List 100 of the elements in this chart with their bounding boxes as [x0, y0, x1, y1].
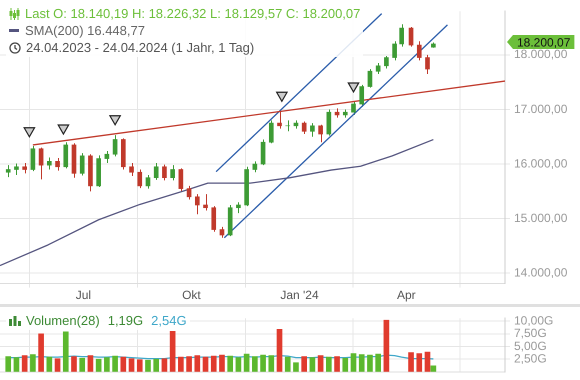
bar	[104, 357, 110, 372]
bar	[153, 358, 160, 372]
candlestick	[399, 24, 404, 48]
candlestick	[46, 157, 52, 170]
candlestick	[6, 164, 11, 178]
bar	[416, 353, 422, 372]
y-tick-label: 16.000,00	[514, 156, 568, 170]
bar	[5, 356, 12, 372]
bar	[284, 356, 291, 372]
candlestick	[63, 142, 68, 169]
bar	[219, 354, 225, 372]
candlestick	[211, 206, 216, 232]
candlestick	[55, 158, 60, 172]
x-tick-label: Jan '24	[280, 288, 319, 302]
candlestick	[220, 226, 224, 238]
y-tick-label: 14.000,00	[514, 266, 568, 280]
candlestick	[203, 194, 208, 211]
candlestick	[260, 138, 266, 166]
candlestick	[30, 146, 36, 172]
x-tick-label: Apr	[397, 288, 416, 302]
bar	[293, 362, 299, 372]
candlestick	[194, 194, 200, 215]
candlestick	[268, 120, 274, 144]
candlestick	[137, 169, 142, 189]
annotation: 1,19G	[108, 312, 144, 329]
candlestick	[408, 26, 414, 48]
bar	[310, 357, 316, 372]
candlestick	[38, 147, 44, 180]
bar	[54, 358, 60, 372]
candlestick	[425, 54, 430, 74]
legend-label: SMA(200) 16.448,77	[25, 22, 145, 39]
candlestick	[277, 110, 282, 130]
bar	[408, 352, 414, 372]
candlestick	[310, 122, 315, 138]
y-tick-label: 17.000,00	[514, 102, 568, 116]
point	[109, 115, 121, 126]
candlestick	[14, 163, 19, 176]
bar	[145, 360, 151, 372]
candlestick	[80, 152, 85, 176]
bar	[430, 365, 436, 372]
candlestick	[384, 55, 389, 70]
candlestick	[154, 162, 159, 180]
candlestick	[334, 108, 340, 118]
chart-title: Last O: 18.140,19 H: 18.226,32 L: 18.129,57 C: 18.200,07	[25, 5, 360, 22]
candlestick	[112, 134, 118, 157]
bar	[96, 358, 102, 372]
bar	[227, 356, 234, 372]
candlestick	[318, 124, 323, 143]
bar	[236, 357, 242, 372]
y-tick-label: 18.000,00	[514, 47, 568, 62]
bar	[424, 352, 430, 372]
bar	[136, 359, 143, 372]
bar	[260, 354, 266, 372]
point	[348, 82, 360, 93]
bar	[252, 356, 258, 372]
bar	[375, 354, 381, 372]
bar	[38, 334, 44, 372]
bar	[62, 332, 69, 372]
bar	[186, 356, 192, 372]
point	[276, 92, 288, 102]
x-tick-label: Okt	[182, 288, 202, 302]
bar	[318, 355, 324, 372]
bar	[79, 358, 86, 372]
bar	[170, 331, 176, 372]
point	[58, 124, 70, 135]
bar	[202, 356, 208, 372]
text: 24.04.2023 - 24.04.2024 (1 Jahr, 1 Tag)	[26, 39, 254, 56]
candlestick	[178, 168, 184, 192]
bar	[162, 358, 168, 372]
bar	[384, 320, 390, 372]
bar	[22, 355, 28, 372]
bar	[244, 354, 250, 372]
y-tick-label: 7,50G	[514, 326, 547, 340]
bar	[128, 358, 134, 372]
bar	[14, 357, 20, 372]
candlestick	[351, 101, 356, 116]
bar	[120, 356, 126, 372]
bar	[367, 354, 373, 372]
x-tick-label: Jul	[76, 288, 92, 302]
y-tick-label: 2,50G	[514, 351, 547, 366]
bar	[301, 356, 308, 372]
candlestick	[146, 174, 150, 190]
y-tick-label: 10,00G	[514, 314, 554, 328]
bar	[112, 356, 118, 372]
candlestick	[416, 40, 422, 61]
candlestick	[326, 108, 332, 136]
bar	[194, 355, 200, 372]
bar	[30, 354, 36, 372]
chart-title: Volumen(28)	[26, 312, 100, 329]
candlestick	[252, 160, 258, 173]
bar	[358, 354, 365, 372]
bar	[342, 358, 348, 372]
bar	[88, 355, 94, 372]
candlestick	[104, 150, 110, 164]
bar	[71, 356, 77, 372]
bar	[350, 353, 356, 372]
bar	[46, 356, 52, 372]
candlestick	[368, 68, 372, 88]
point	[24, 127, 36, 138]
candlestick	[129, 162, 134, 177]
